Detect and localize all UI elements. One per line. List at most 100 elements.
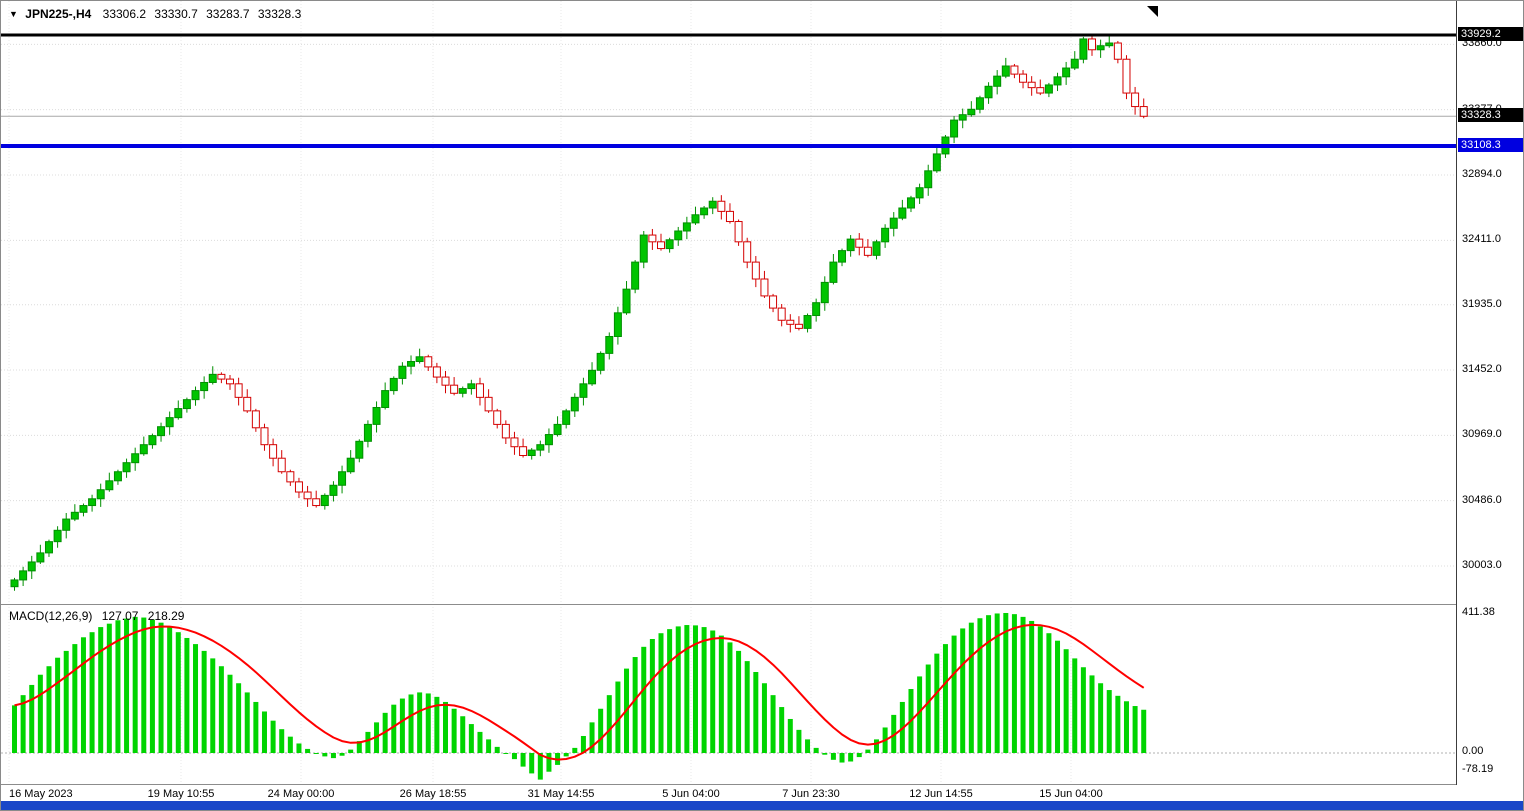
candle-body xyxy=(1070,58,1079,69)
macd-histogram-bar xyxy=(218,666,224,753)
candle-body xyxy=(251,410,260,429)
candle-body xyxy=(631,261,640,290)
candle-body xyxy=(338,471,347,486)
macd-histogram-bar xyxy=(365,731,371,753)
candle-body xyxy=(1044,84,1053,94)
pane-separator[interactable] xyxy=(1,604,1523,605)
macd-histogram-bar xyxy=(356,741,362,753)
candle-body xyxy=(562,410,571,425)
candle-body xyxy=(648,234,657,243)
macd-layer xyxy=(12,613,1147,780)
macd-histogram-bar xyxy=(761,683,767,753)
candle-body xyxy=(407,361,416,367)
candle-body xyxy=(950,119,959,138)
macd-histogram-bar xyxy=(434,696,440,753)
price-chart-canvas[interactable] xyxy=(1,1,1456,785)
macd-histogram-bar xyxy=(805,739,811,753)
level-price-box-high: 33929.2 xyxy=(1458,27,1523,41)
candle-body xyxy=(1139,106,1148,117)
macd-histogram-bar xyxy=(132,616,138,753)
macd-histogram-bar xyxy=(718,635,724,753)
macd-histogram-bar xyxy=(1055,640,1061,753)
candle-body xyxy=(682,222,691,232)
candle-body xyxy=(743,241,752,263)
macd-histogram-bar xyxy=(744,661,750,753)
candle-body xyxy=(484,396,493,412)
candle-body xyxy=(10,579,19,588)
macd-histogram-bar xyxy=(874,739,879,753)
macd-histogram-bar xyxy=(1106,690,1112,753)
candle-body xyxy=(441,376,450,386)
macd-histogram-bar xyxy=(658,633,664,753)
candle-body xyxy=(863,246,872,256)
macd-histogram-bar xyxy=(106,623,112,753)
time-tick-label: 19 May 10:55 xyxy=(147,788,215,800)
time-tick-label: 26 May 18:55 xyxy=(399,788,467,800)
macd-histogram-bar xyxy=(184,637,190,753)
candle-body xyxy=(760,278,769,297)
chart-shift-marker-icon[interactable] xyxy=(1147,6,1158,17)
macd-histogram-bar xyxy=(848,753,854,762)
macd-histogram-bar xyxy=(253,701,259,753)
macd-histogram-bar xyxy=(684,625,690,753)
candle-body xyxy=(898,207,907,219)
price-tick-label: 32411.0 xyxy=(1462,233,1501,246)
macd-histogram-bar xyxy=(787,718,793,753)
macd-histogram-bar xyxy=(968,622,974,753)
macd-histogram-bar xyxy=(296,743,302,753)
candle-body xyxy=(786,319,795,325)
candle-body xyxy=(234,383,243,398)
macd-histogram-bar xyxy=(934,653,940,753)
candle-body xyxy=(53,529,62,543)
candle-body xyxy=(191,390,200,401)
macd-histogram-bar xyxy=(399,698,405,753)
candle-body xyxy=(27,561,36,572)
chart-header: ▼ JPN225-,H4 33306.2 33330.7 33283.7 333… xyxy=(9,7,306,21)
price-axis[interactable]: 33929.2 33328.3 33108.3 411.38 0.00 -78.… xyxy=(1456,1,1523,785)
macd-histogram-bar xyxy=(736,650,742,753)
time-tick-label: 12 Jun 14:55 xyxy=(909,788,973,800)
macd-histogram-bar xyxy=(865,749,871,753)
macd-histogram-bar xyxy=(451,708,457,753)
candles-layer xyxy=(10,34,1148,591)
grid-layer xyxy=(1,1,1456,784)
level-price-box-blue: 33108.3 xyxy=(1458,138,1523,153)
macd-histogram-bar xyxy=(63,650,69,753)
macd-histogram-bar xyxy=(313,753,319,754)
macd-histogram-bar xyxy=(279,729,285,753)
macd-histogram-bar xyxy=(667,629,673,753)
candle-body xyxy=(967,108,976,116)
macd-histogram-bar xyxy=(72,644,78,753)
candle-body xyxy=(889,217,898,229)
candle-body xyxy=(226,378,234,385)
macd-histogram-bar xyxy=(1098,683,1104,753)
candle-body xyxy=(88,498,97,507)
candle-body xyxy=(148,435,157,446)
candle-body xyxy=(993,75,1002,87)
macd-histogram-bar xyxy=(408,694,414,753)
candle-body xyxy=(1113,42,1122,60)
time-tick-label: 7 Jun 23:30 xyxy=(782,788,840,800)
candle-body xyxy=(62,518,71,531)
candle-body xyxy=(329,484,338,496)
macd-histogram-bar xyxy=(348,749,354,753)
macd-histogram-bar xyxy=(917,676,923,753)
macd-histogram-bar xyxy=(468,724,474,753)
macd-histogram-bar xyxy=(270,720,276,753)
candle-body xyxy=(725,210,734,223)
candle-body xyxy=(510,437,519,448)
macd-histogram-bar xyxy=(149,619,155,753)
candle-body xyxy=(96,489,105,500)
candle-body xyxy=(243,396,252,412)
symbol-dropdown-triangle-icon: ▼ xyxy=(9,9,18,19)
candle-body xyxy=(881,227,890,243)
macd-histogram-bar xyxy=(942,644,948,753)
candle-body xyxy=(303,491,312,500)
time-axis[interactable]: 16 May 2023 19 May 10:55 24 May 00:00 26 Ma… xyxy=(1,785,1523,801)
candle-body xyxy=(622,288,631,314)
macd-histogram-bar xyxy=(1037,626,1043,753)
candle-body xyxy=(467,383,476,390)
ohlc-close-value: 33328.3 xyxy=(257,7,302,21)
macd-histogram-bar xyxy=(417,692,423,753)
